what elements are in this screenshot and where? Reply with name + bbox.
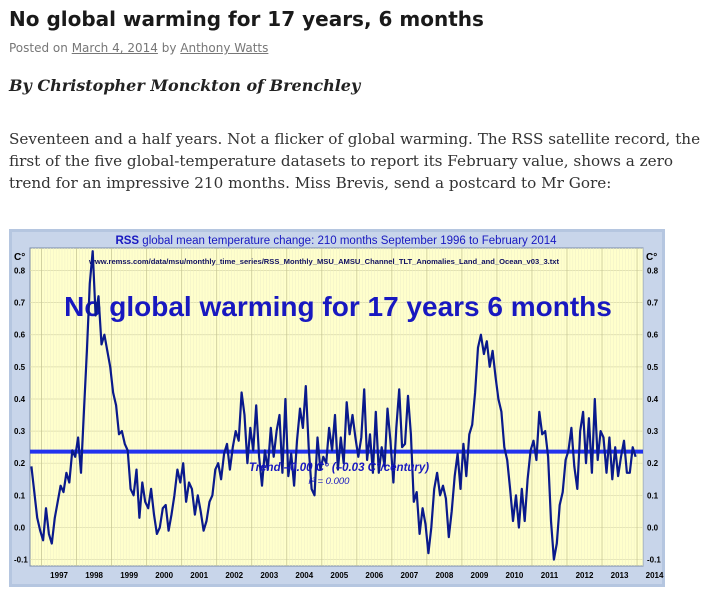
post-title: No global warming for 17 years, 6 months — [9, 7, 484, 31]
chart-title: RSS global mean temperature change: 210 … — [115, 235, 557, 247]
y-tick-label-right: 0.2 — [647, 459, 659, 468]
y-tick-label-left: 0.5 — [14, 363, 26, 372]
x-tick-label: 2000 — [155, 571, 173, 580]
chart-yticks-right: 0.8 0.7 0.6 0.5 0.4 0.3 0.2 0.1 0.0 -0.1 — [647, 266, 661, 564]
chart-container[interactable]: RSS global mean temperature change: 210 … — [9, 229, 665, 587]
x-tick-label: 2012 — [576, 571, 594, 580]
x-tick-label: 2001 — [190, 571, 208, 580]
x-tick-label: 2002 — [225, 571, 243, 580]
y-tick-label-right: 0.1 — [647, 491, 659, 500]
x-tick-label: 1997 — [50, 571, 68, 580]
x-tick-label: 2007 — [400, 571, 418, 580]
x-tick-label: 2010 — [506, 571, 524, 580]
y-tick-label-right: 0.6 — [647, 331, 659, 340]
x-tick-label: 2003 — [260, 571, 278, 580]
x-tick-label: 2009 — [471, 571, 489, 580]
trend-label: Trend –0.00 C° (–0.03 C°/century) — [249, 462, 429, 474]
chart-xticks: 1997 1998 1999 2000 2001 2002 2003 2004 2005 2006… — [50, 571, 664, 580]
byline: By Christopher Monckton of Brenchley — [9, 76, 361, 95]
chart-source-url: www.remss.com/data/msu/monthly_time_seri… — [88, 257, 560, 266]
y-tick-label-right: 0.3 — [647, 427, 659, 436]
chart-yticks-left: 0.8 0.7 0.6 0.5 0.4 0.3 0.2 0.1 0.0 -0.1 — [14, 266, 28, 564]
y-tick-label-right: 0.0 — [647, 523, 659, 532]
y-tick-label-left: 0.2 — [14, 459, 26, 468]
post-date-link[interactable]: March 4, 2014 — [71, 41, 158, 55]
x-tick-label: 1999 — [120, 571, 138, 580]
post-paragraph: Seventeen and a half years. Not a flicke… — [9, 130, 701, 192]
y-tick-label-right: -0.1 — [647, 556, 661, 565]
y-tick-label-right: 0.7 — [647, 299, 659, 308]
x-tick-label: 2008 — [435, 571, 453, 580]
posted-on-label: Posted on — [9, 41, 68, 55]
chart-title-rest: global mean temperature change: 210 mont… — [142, 235, 557, 247]
chart-gridlines — [30, 248, 644, 566]
y-tick-label-right: 0.5 — [647, 363, 659, 372]
chart-ylabel-left: C° — [14, 252, 25, 263]
y-tick-label-left: 0.7 — [14, 299, 26, 308]
author-link[interactable]: Anthony Watts — [180, 41, 269, 55]
temperature-chart[interactable]: RSS global mean temperature change: 210 … — [9, 229, 665, 587]
series-line — [30, 250, 637, 561]
chart-headline: No global warming for 17 years 6 months — [64, 291, 612, 322]
x-tick-label: 2014 — [646, 571, 664, 580]
y-tick-label-left: 0.6 — [14, 331, 26, 340]
x-tick-label: 2005 — [330, 571, 348, 580]
r2-label: r² = 0.000 — [309, 476, 351, 487]
x-tick-label: 2013 — [611, 571, 629, 580]
chart-ylabel-right: C° — [646, 252, 657, 263]
y-tick-label-left: 0.8 — [14, 266, 26, 275]
chart-title-prefix: RSS — [115, 235, 139, 247]
by-label: by — [161, 41, 177, 55]
x-tick-label: 2006 — [365, 571, 383, 580]
x-tick-label: 1998 — [85, 571, 103, 580]
post-meta: Posted on March 4, 2014 by Anthony Watts — [9, 41, 268, 55]
y-tick-label-left: 0.3 — [14, 427, 26, 436]
y-tick-label-left: -0.1 — [14, 556, 28, 565]
y-tick-label-left: 0.4 — [14, 395, 26, 404]
x-tick-label: 2011 — [541, 571, 559, 580]
y-tick-label-left: 0.1 — [14, 491, 26, 500]
y-tick-label-right: 0.4 — [647, 395, 659, 404]
y-tick-label-right: 0.8 — [647, 266, 659, 275]
y-tick-label-left: 0.0 — [14, 523, 26, 532]
x-tick-label: 2004 — [295, 571, 313, 580]
